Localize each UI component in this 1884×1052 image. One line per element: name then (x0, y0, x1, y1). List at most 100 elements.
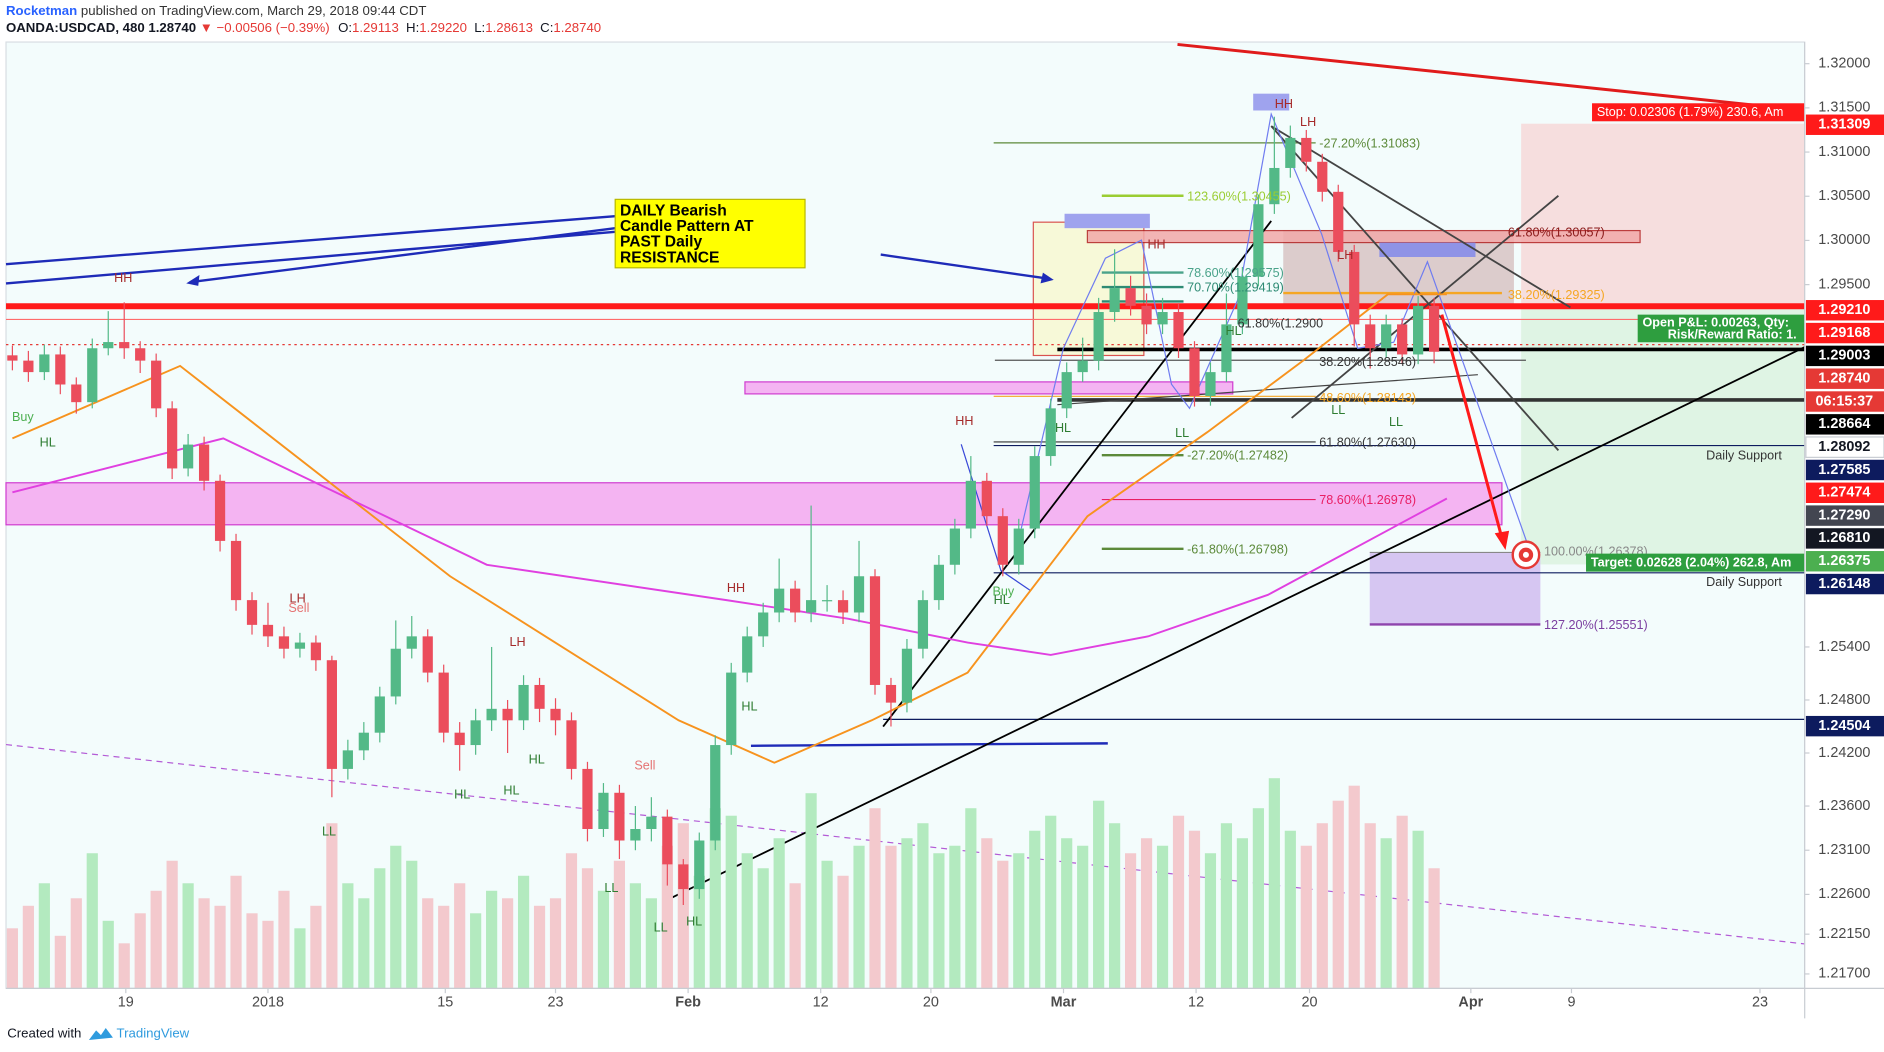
candle (262, 602, 274, 647)
trend-line (1270, 125, 1571, 309)
candle-body (981, 480, 992, 517)
arrow-head (1494, 530, 1510, 551)
candle (518, 675, 529, 731)
annotation: -27.20%(1.31083) (1319, 136, 1420, 150)
trend-line (1057, 374, 1478, 406)
candle (1221, 293, 1232, 382)
volume-bar (182, 883, 194, 989)
x-tick-label: 2018 (252, 995, 284, 1011)
volume-bar (1364, 823, 1376, 989)
volume-bar (565, 853, 578, 989)
x-tick-label: Mar (1051, 995, 1077, 1011)
candle-body (1173, 312, 1184, 349)
volume-bar (294, 928, 306, 989)
volume-bar (310, 905, 322, 989)
candle-body (1253, 204, 1264, 277)
author[interactable]: Rocketman (6, 3, 77, 18)
candle (119, 302, 130, 359)
candle (87, 338, 98, 409)
candle-body (358, 732, 369, 751)
volume-bar (438, 905, 450, 989)
annotation: 48.60%(1.28143) (1319, 391, 1416, 405)
volume-bar (885, 845, 897, 989)
annotation: 61.80%(1.30057) (1508, 225, 1605, 239)
drawings (5, 42, 1806, 945)
volume-bar (1284, 830, 1296, 989)
candle (1381, 314, 1392, 358)
annotation: 78.60%(1.29575) (1187, 266, 1284, 280)
candle (1253, 194, 1264, 287)
candle-body (1077, 360, 1088, 373)
annotation: LL (322, 825, 336, 839)
volume-bar (214, 905, 226, 989)
candle-body (997, 516, 1008, 565)
x-tick-label: 23 (548, 995, 564, 1011)
candle-body (55, 354, 66, 385)
annotation: HH (1147, 237, 1165, 251)
countdown-box (1805, 391, 1884, 412)
candle (1013, 518, 1024, 575)
candle (885, 677, 897, 727)
price-label: 1.29210 (1818, 302, 1870, 318)
candle (55, 346, 66, 395)
candle-body (454, 732, 465, 746)
candle-body (486, 708, 497, 721)
candle (1397, 318, 1408, 365)
candle-body (262, 624, 274, 637)
candle (662, 809, 673, 886)
candle-body (566, 720, 577, 769)
y-tick-label: 1.31000 (1818, 144, 1870, 160)
annotation: 61.80%(1.27630) (1319, 435, 1416, 449)
volume-bar (102, 920, 114, 989)
ohlc-value: 1.29220 (419, 20, 467, 35)
price-label-box (1805, 114, 1884, 135)
annotation: Daily Support (1706, 449, 1782, 463)
candle-body (119, 342, 130, 349)
candle (1077, 337, 1088, 382)
price-label-box (1805, 505, 1884, 526)
annotation: 123.60%(1.30455) (1187, 189, 1291, 203)
highlight (1253, 93, 1290, 111)
volume-bar (118, 943, 130, 989)
volume-bar (837, 875, 849, 989)
candle-body (135, 348, 146, 361)
volume-bar (150, 890, 162, 989)
volume-bar (517, 875, 530, 989)
candle (390, 620, 401, 705)
x-tick-label: 12 (1188, 995, 1204, 1011)
candle (1205, 362, 1216, 406)
annotation: HL (741, 700, 757, 714)
annotation: HL (529, 753, 545, 767)
volume (6, 778, 1440, 989)
annotation: LL (1331, 403, 1345, 417)
candle (294, 632, 306, 658)
volume-bar (1077, 845, 1089, 989)
candle (1029, 446, 1040, 539)
volume-bar (965, 808, 977, 989)
candle (550, 698, 561, 736)
annotation: 70.70%(1.29419) (1187, 281, 1284, 295)
volume-bar (741, 853, 753, 989)
footer-brand[interactable]: TradingView (117, 1025, 190, 1040)
candle (198, 436, 210, 491)
price-label-box (1805, 368, 1884, 389)
candle-body (582, 768, 593, 830)
candle-body (1141, 305, 1152, 325)
candle (805, 505, 817, 623)
annotation: 78.60%(1.26978) (1319, 493, 1416, 507)
volume-bar (725, 815, 737, 989)
volume-bar (1204, 853, 1217, 989)
volume-bar (1236, 838, 1248, 989)
target-label: Target: 0.02628 (2.04%) 262.8, Am (1591, 556, 1792, 570)
volume-bar (390, 845, 402, 989)
pnl-label-box (1637, 314, 1805, 343)
price-label: 1.26810 (1818, 530, 1870, 546)
candle-body (1061, 372, 1072, 409)
candle-body (214, 480, 226, 541)
candle-body (646, 816, 657, 830)
candle (1349, 244, 1360, 347)
price-label-box (1805, 573, 1884, 595)
candle-body (230, 540, 242, 601)
candle (1061, 362, 1072, 419)
volume-bar (853, 845, 865, 989)
